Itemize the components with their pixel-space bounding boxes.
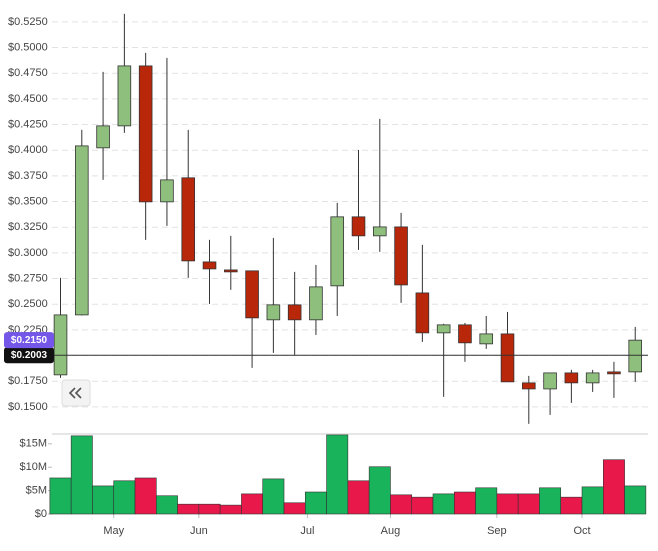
- candle-body: [117, 65, 132, 127]
- volume-bar: [496, 493, 519, 515]
- candle-body: [458, 324, 472, 344]
- candle-body: [373, 226, 387, 237]
- y-tick-label: $0.5250: [8, 16, 48, 28]
- current-price-tag: [4, 347, 54, 364]
- y-tick-label: $0.2500: [8, 298, 48, 310]
- volume-bar: [475, 487, 498, 515]
- y-tick-label: $0.3750: [8, 170, 48, 182]
- candle-body: [160, 179, 174, 203]
- y-tick-label: $0.3250: [8, 221, 48, 233]
- candle-body: [181, 177, 196, 262]
- candle-body: [202, 261, 217, 270]
- candle-body: [351, 216, 366, 237]
- last-close-tag: [4, 332, 54, 349]
- x-tick-label: May: [103, 525, 124, 537]
- volume-bar: [347, 480, 370, 515]
- volume-bar: [390, 494, 413, 515]
- candle-body: [224, 269, 238, 273]
- volume-bar: [602, 459, 625, 515]
- candle-body: [96, 125, 110, 149]
- volume-bar: [156, 495, 178, 515]
- candle-body: [309, 286, 323, 321]
- x-tick-label: Aug: [381, 525, 401, 537]
- volume-bar: [411, 496, 434, 515]
- candle-body: [607, 371, 621, 375]
- candle-body: [543, 372, 557, 390]
- y-tick-label: $0.2750: [8, 272, 48, 284]
- candle-body: [266, 304, 281, 321]
- x-tick-label: Jun: [190, 525, 208, 537]
- candle-body: [138, 65, 153, 203]
- candle-body: [394, 226, 408, 286]
- volume-bar: [219, 504, 242, 515]
- volume-tick-label: $0: [35, 508, 47, 520]
- y-tick-label: $0.4250: [8, 118, 48, 130]
- candle-body: [436, 324, 451, 334]
- last-close-label: $0.2150: [11, 335, 48, 346]
- candle-body: [479, 333, 494, 345]
- volume-tick-label: $15M: [19, 438, 47, 450]
- candle-body: [585, 372, 600, 384]
- x-tick-label: Jul: [300, 525, 314, 537]
- y-tick-label: $0.3000: [8, 247, 48, 259]
- volume-bar: [134, 477, 157, 515]
- candle-body: [245, 270, 259, 319]
- y-tick-label: $0.3500: [8, 195, 48, 207]
- volume-tick-label: $5M: [26, 485, 47, 497]
- volume-bar: [624, 485, 647, 515]
- volume-bar: [198, 503, 221, 515]
- x-tick-label: Sep: [487, 525, 507, 537]
- volume-bar: [304, 491, 327, 515]
- volume-bar: [368, 466, 391, 515]
- volume-bar: [432, 493, 455, 515]
- volume-bar: [177, 503, 200, 515]
- volume-bar: [453, 491, 476, 515]
- volume-bar: [241, 493, 264, 515]
- volume-bar: [49, 477, 72, 515]
- y-tick-label: $0.4000: [8, 144, 48, 156]
- volume-bar: [326, 434, 349, 515]
- candle-body: [522, 382, 536, 390]
- candle-body: [564, 372, 579, 384]
- current-price-label: $0.2003: [11, 350, 48, 361]
- volume-bar: [262, 478, 285, 515]
- volume-bar: [539, 487, 562, 515]
- y-tick-label: $0.1500: [8, 401, 48, 413]
- collapse-button[interactable]: [61, 379, 91, 407]
- y-tick-label: $0.4500: [8, 93, 48, 105]
- y-tick-label: $0.1750: [8, 375, 48, 387]
- candle-body: [287, 304, 302, 321]
- volume-bar: [581, 486, 604, 515]
- volume-bar: [560, 496, 583, 515]
- candle-body: [500, 333, 515, 383]
- y-tick-label: $0.4750: [8, 67, 48, 79]
- chevron-icon[interactable]: [68, 387, 82, 399]
- volume-bar: [517, 493, 540, 515]
- volume-bar: [92, 485, 115, 515]
- candle-body: [415, 292, 430, 334]
- volume-bar: [283, 502, 306, 515]
- x-tick-label: Oct: [573, 525, 590, 537]
- y-tick-label: $0.5000: [8, 41, 48, 53]
- candle-body: [628, 339, 643, 373]
- volume-tick-label: $10M: [19, 461, 47, 473]
- volume-bar: [70, 435, 93, 515]
- candle-body: [53, 314, 68, 376]
- candle-body: [75, 145, 89, 316]
- volume-bar: [113, 480, 136, 515]
- candle-body: [330, 216, 345, 287]
